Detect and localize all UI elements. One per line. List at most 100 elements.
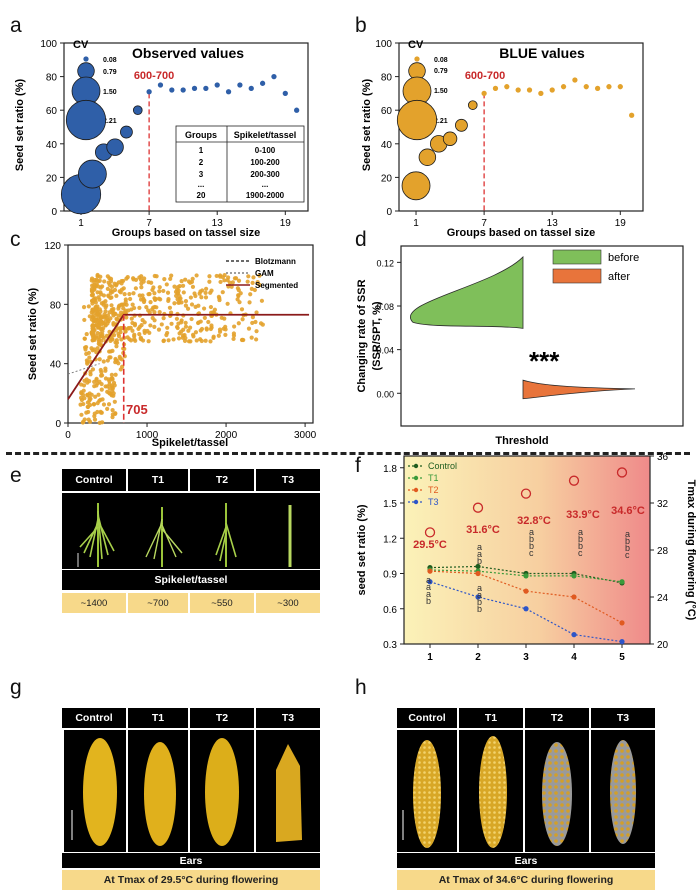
data-point (118, 327, 123, 332)
data-point (137, 305, 142, 310)
data-point (156, 327, 162, 332)
data-point (169, 87, 175, 93)
data-point (129, 316, 134, 321)
data-point (166, 338, 171, 343)
data-point (176, 336, 182, 341)
panel-letter-f: f (355, 454, 361, 477)
data-point (132, 334, 137, 339)
data-point (116, 280, 121, 285)
data-point (152, 324, 157, 329)
data-point (137, 332, 142, 337)
y-axis-label-left: seed set ratio (%) (356, 504, 368, 595)
data-point (549, 87, 555, 93)
data-point (81, 419, 86, 424)
data-point (182, 338, 188, 343)
letter: a (578, 527, 583, 537)
tmax-marker (424, 527, 436, 538)
data-point (116, 361, 121, 366)
letter: a (477, 549, 482, 559)
plot-frame (63, 42, 309, 212)
x-tick-label: 13 (212, 218, 224, 229)
data-point (122, 292, 127, 297)
data-point (82, 396, 87, 401)
letter: b (578, 534, 583, 544)
legend-swatch-before (552, 249, 602, 265)
data-point (92, 379, 97, 385)
cv-legend-3: 1.50 (434, 88, 448, 95)
legend-label: before (608, 252, 639, 264)
data-point (99, 387, 104, 392)
header-t2: T2 (190, 708, 254, 728)
legend-label: Blotzmann (255, 257, 296, 266)
letter: a (477, 542, 482, 552)
data-point (141, 279, 146, 284)
spikelet-value: ~700 (128, 593, 188, 613)
data-point (95, 290, 100, 295)
series-point (571, 632, 577, 638)
data-point (94, 312, 99, 318)
violin-after (522, 379, 636, 400)
header-control: Control (62, 708, 126, 728)
table-cell: 3 (199, 170, 204, 179)
data-point (257, 273, 262, 278)
letter: a (426, 582, 431, 592)
data-point (253, 319, 258, 325)
y-tick-label: 0.00 (376, 389, 394, 399)
table-cell: ... (198, 180, 205, 189)
panel-letter-g: g (10, 676, 22, 699)
letter: b (529, 541, 534, 551)
letter: b (625, 543, 630, 553)
data-point (418, 148, 437, 166)
letter: a (529, 527, 534, 537)
data-point (105, 406, 110, 411)
x-tick-label: 4 (571, 652, 577, 663)
data-point (492, 85, 499, 91)
data-point (133, 286, 138, 291)
data-point (152, 318, 157, 323)
data-point (467, 100, 478, 110)
data-point (204, 286, 209, 291)
table-cell: 0-100 (255, 146, 276, 155)
data-point (116, 331, 121, 336)
cv-label: CV (73, 39, 89, 51)
data-point (85, 400, 90, 405)
data-point (91, 331, 96, 336)
corn-ear (83, 738, 117, 846)
cv-legend-4: 2.21 (103, 118, 117, 125)
data-point (236, 321, 241, 326)
data-point (85, 380, 90, 385)
cv-legend-2: 0.79 (103, 69, 117, 76)
data-point (120, 302, 125, 307)
legend: Control T1 T2 T3 (408, 461, 457, 507)
data-point (159, 322, 164, 327)
data-point (232, 324, 237, 329)
data-point (122, 346, 127, 351)
data-point (100, 329, 105, 334)
data-point (90, 292, 95, 297)
data-point (259, 298, 265, 303)
breakpoint-label: 705 (126, 402, 148, 417)
data-point (113, 356, 118, 362)
data-point (185, 306, 191, 311)
data-point (98, 309, 103, 314)
data-point (91, 283, 96, 288)
data-point (146, 89, 152, 95)
data-point (177, 283, 182, 289)
data-point (233, 276, 239, 281)
data-point (223, 324, 228, 329)
series-point (523, 588, 529, 594)
y-tick-label: 1.8 (383, 464, 397, 475)
data-point (192, 291, 197, 296)
data-point (169, 321, 174, 326)
data-point (176, 288, 181, 293)
x-tick-label: 3000 (294, 430, 317, 441)
data-point (231, 336, 236, 342)
cv-legend-2: 0.79 (434, 68, 448, 75)
y-tick-label: 120 (44, 241, 61, 252)
data-point (156, 296, 162, 301)
table-cell: 20 (197, 191, 206, 200)
data-point (201, 306, 207, 311)
tmax-label: 33.9°C (566, 509, 600, 521)
data-point (92, 336, 97, 341)
y-tick-label: 0.6 (383, 605, 397, 616)
